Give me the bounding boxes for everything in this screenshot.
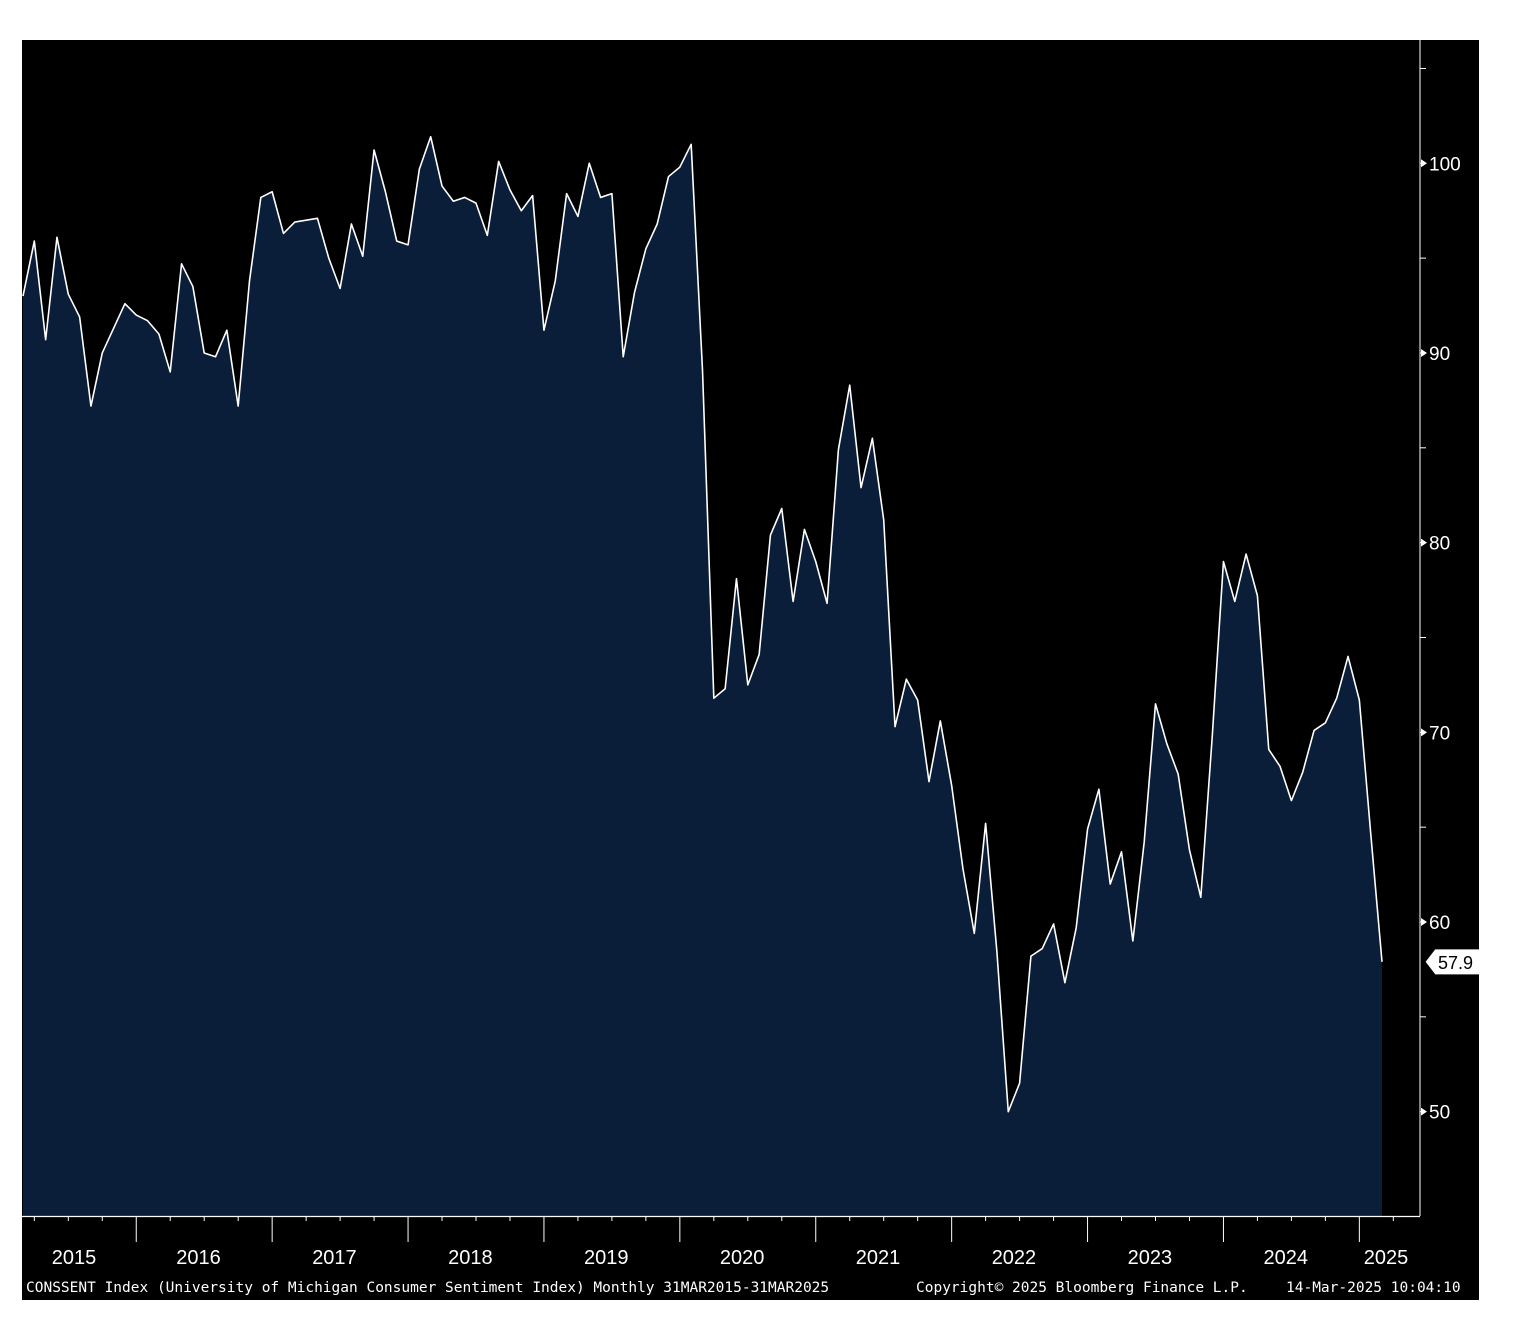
- consumer-sentiment-area-chart: 50 60 70 80 90 100 57.9 2015 2016 2017 2018 2019 202…: [22, 40, 1479, 1269]
- x-tick-label: 2020: [720, 1247, 765, 1269]
- last-value-label: 57.9: [1438, 953, 1473, 973]
- series-line: [22, 135, 1383, 1113]
- y-tick-marker: [1421, 348, 1427, 357]
- y-tick-marker: [1421, 159, 1427, 168]
- x-tick-label: 2015: [52, 1247, 97, 1269]
- chart-panel: 50 60 70 80 90 100 57.9 2015 2016 2017 2018 2019 202…: [22, 40, 1479, 1300]
- x-tick-label: 2018: [448, 1247, 493, 1269]
- chart-timestamp: 14-Mar-2025 10:04:10: [1286, 1280, 1461, 1296]
- x-tick-label: 2024: [1263, 1247, 1308, 1269]
- y-tick-label: 60: [1429, 913, 1450, 934]
- y-tick-label: 50: [1429, 1103, 1450, 1124]
- y-tick-label: 70: [1429, 723, 1450, 744]
- x-tick-label: 2019: [584, 1247, 629, 1269]
- copyright-notice: Copyright© 2025 Bloomberg Finance L.P.: [916, 1280, 1248, 1296]
- x-tick-label: 2025: [1364, 1247, 1409, 1269]
- x-tick-label: 2022: [992, 1247, 1037, 1269]
- y-tick-marker: [1421, 538, 1427, 547]
- plot-layer: [22, 135, 1383, 1216]
- x-tick-label: 2021: [856, 1247, 901, 1269]
- last-value-marker: [1424, 948, 1479, 976]
- series-area-fill: [23, 136, 1382, 1216]
- y-tick-label: 90: [1429, 344, 1450, 365]
- series-description: CONSSENT Index (University of Michigan C…: [26, 1280, 830, 1296]
- x-tick-label: 2017: [312, 1247, 357, 1269]
- y-tick-marker: [1421, 1107, 1427, 1116]
- y-tick-label: 100: [1429, 154, 1461, 175]
- y-tick-marker: [1421, 918, 1427, 926]
- x-tick-label: 2016: [176, 1247, 221, 1269]
- y-tick-marker: [1421, 728, 1427, 737]
- y-tick-label: 80: [1429, 534, 1450, 555]
- axis-layer: 50 60 70 80 90 100 57.9 2015 2016 2017 2018 2019 202…: [22, 40, 1479, 1269]
- x-tick-label: 2023: [1128, 1247, 1173, 1269]
